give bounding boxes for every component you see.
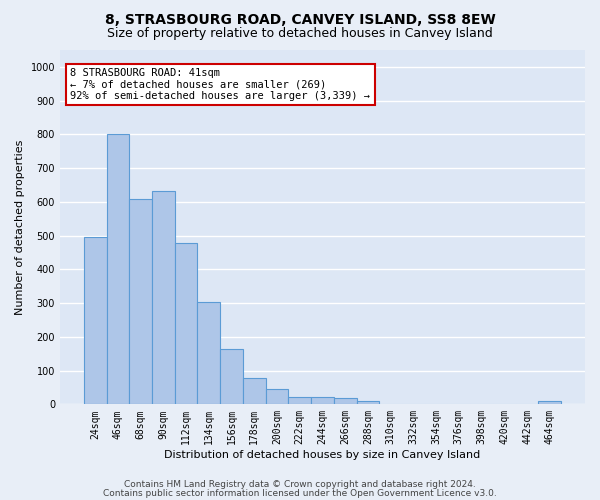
Bar bbox=[266, 389, 289, 404]
Bar bbox=[220, 350, 243, 405]
Bar bbox=[311, 397, 334, 404]
Y-axis label: Number of detached properties: Number of detached properties bbox=[15, 140, 25, 315]
Text: Size of property relative to detached houses in Canvey Island: Size of property relative to detached ho… bbox=[107, 28, 493, 40]
Bar bbox=[107, 134, 129, 404]
X-axis label: Distribution of detached houses by size in Canvey Island: Distribution of detached houses by size … bbox=[164, 450, 481, 460]
Bar bbox=[197, 302, 220, 404]
Bar bbox=[84, 236, 107, 404]
Text: Contains public sector information licensed under the Open Government Licence v3: Contains public sector information licen… bbox=[103, 488, 497, 498]
Text: Contains HM Land Registry data © Crown copyright and database right 2024.: Contains HM Land Registry data © Crown c… bbox=[124, 480, 476, 489]
Bar bbox=[289, 396, 311, 404]
Bar bbox=[356, 400, 379, 404]
Text: 8 STRASBOURG ROAD: 41sqm
← 7% of detached houses are smaller (269)
92% of semi-d: 8 STRASBOURG ROAD: 41sqm ← 7% of detache… bbox=[70, 68, 370, 101]
Bar bbox=[538, 401, 561, 404]
Bar bbox=[175, 243, 197, 404]
Text: 8, STRASBOURG ROAD, CANVEY ISLAND, SS8 8EW: 8, STRASBOURG ROAD, CANVEY ISLAND, SS8 8… bbox=[104, 12, 496, 26]
Bar bbox=[334, 398, 356, 404]
Bar bbox=[129, 199, 152, 404]
Bar bbox=[243, 378, 266, 404]
Bar bbox=[152, 190, 175, 404]
